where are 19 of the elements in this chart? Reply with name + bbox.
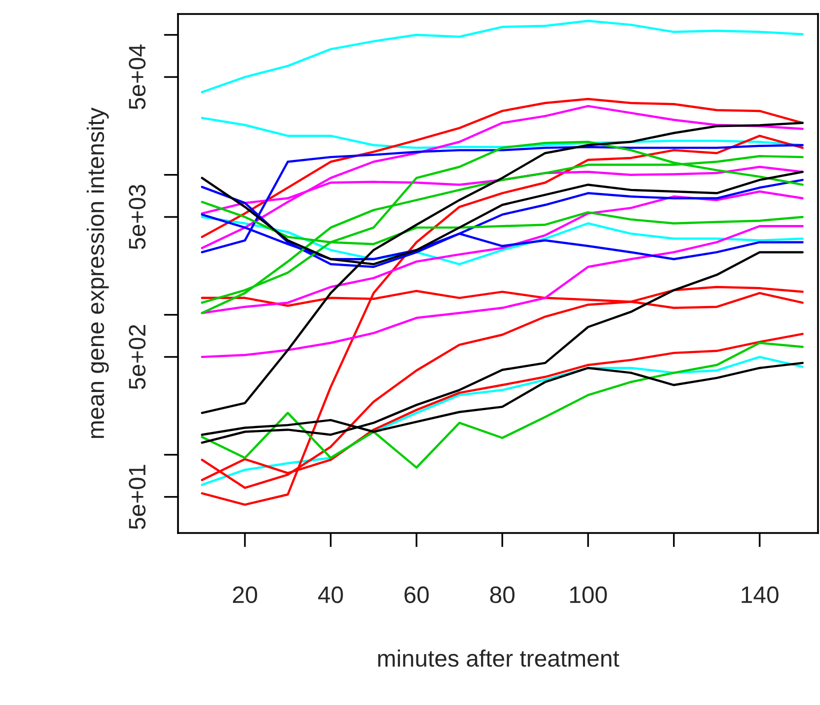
x-tick-label: 20 — [232, 586, 258, 604]
y-tick-label: 5e+01 — [128, 464, 146, 530]
x-tick-label: 40 — [318, 586, 343, 604]
y-tick-label: 5e+02 — [128, 324, 146, 390]
line-series — [200, 356, 804, 486]
y-axis-title: mean gene expression intensity — [86, 108, 109, 438]
line-series — [200, 190, 804, 314]
y-tick-label: 5e+03 — [128, 184, 146, 250]
line-series — [200, 20, 804, 94]
x-tick-label: 80 — [490, 586, 514, 604]
line-series — [200, 134, 804, 506]
x-axis-title: minutes after treatment — [378, 649, 620, 667]
y-tick-label: 5e+04 — [128, 44, 146, 110]
line-series — [200, 251, 804, 444]
x-tick-label: 60 — [404, 586, 429, 604]
x-tick-label: 140 — [742, 586, 778, 604]
x-tick-label: 100 — [570, 586, 607, 604]
line-series — [200, 225, 804, 358]
line-series — [200, 122, 804, 414]
